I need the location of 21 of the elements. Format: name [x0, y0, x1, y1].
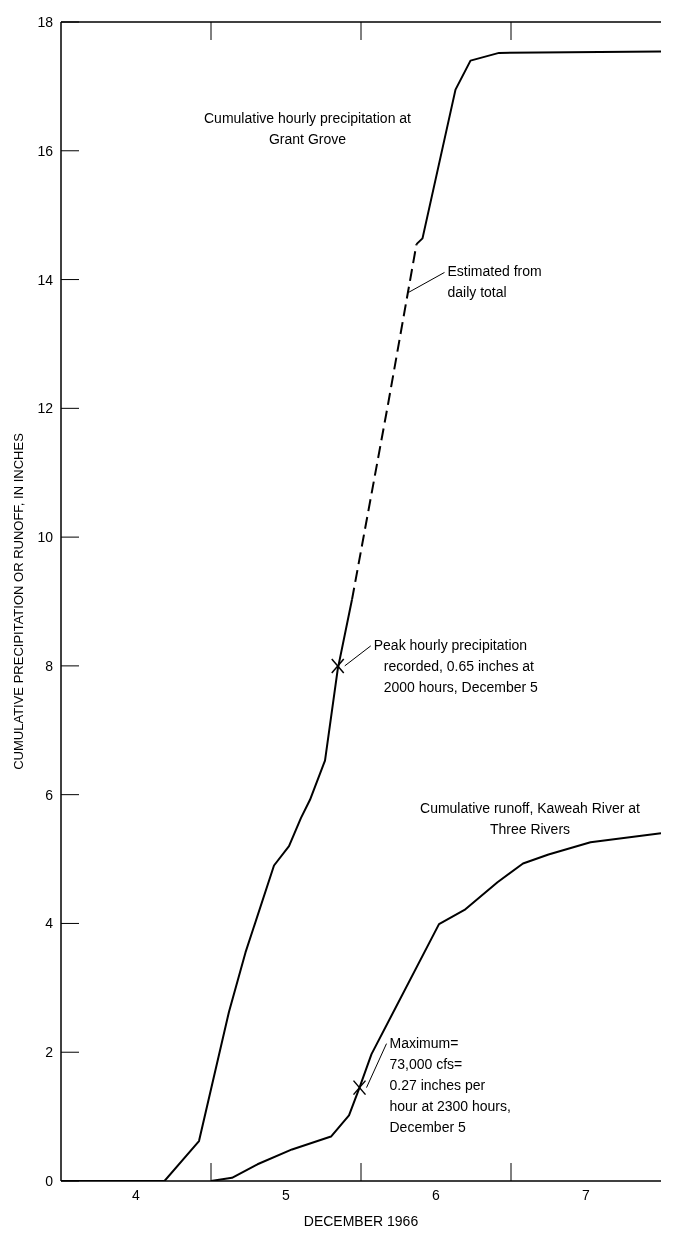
- annotation: Estimated from daily total: [447, 263, 542, 301]
- y-tick-label: 6: [45, 786, 54, 803]
- annotation: Maximum= 73,000 cfs= 0.27 inches per hour at 2300 hours, December 5: [389, 1034, 511, 1135]
- y-tick-label: 2: [45, 1044, 54, 1061]
- annotation: Peak hourly precipitation recorded, 0.65 inches at 2000 hours, December 5: [373, 636, 539, 695]
- y-tick-label: 12: [37, 400, 54, 417]
- x-axis-title: DECEMBER 1966: [303, 1213, 419, 1229]
- series-label: Cumulative runoff, Kaweah River at Three Rivers: [419, 799, 641, 839]
- y-tick-label: 18: [37, 14, 54, 30]
- y-tick-label: 16: [37, 142, 54, 159]
- y-tick-label: 14: [37, 271, 54, 288]
- x-tick-label: 7: [582, 1187, 591, 1203]
- x-tick-label: 4: [132, 1187, 141, 1203]
- y-tick-label: 4: [45, 915, 54, 932]
- x-tick-label: 6: [432, 1187, 441, 1203]
- y-tick-label: 10: [37, 529, 54, 546]
- y-tick-label: 0: [45, 1173, 54, 1189]
- y-tick-label: 8: [45, 657, 54, 674]
- x-tick-label: 5: [282, 1187, 291, 1203]
- text: Cumulative hourly precipitation at Grant Grove: [203, 109, 412, 149]
- y-axis-title: CUMULATIVE PRECIPITATION OR RUNOFF, IN INCHES: [10, 432, 26, 770]
